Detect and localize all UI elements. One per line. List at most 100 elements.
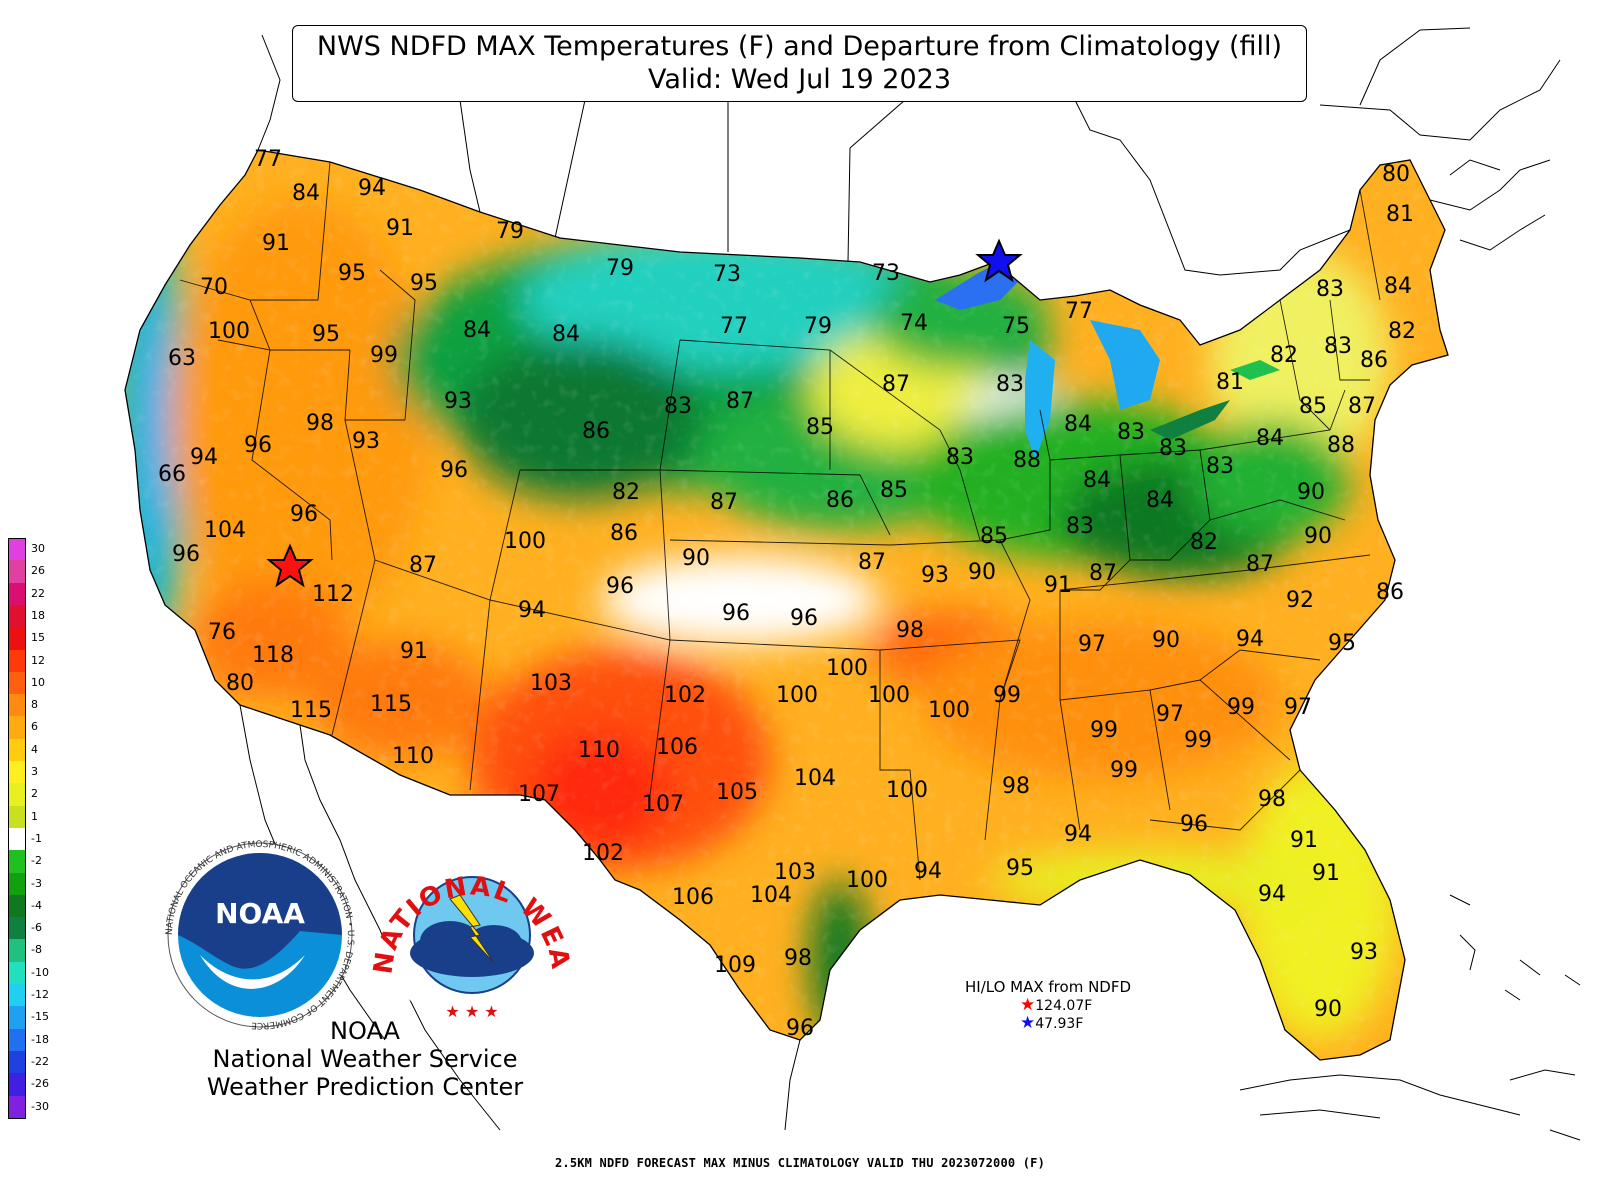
- station-temp-label: 86: [1376, 580, 1404, 605]
- legend-label: -22: [31, 1054, 49, 1068]
- legend-label: -30: [31, 1099, 49, 1113]
- legend-swatch: [8, 649, 26, 673]
- station-temp-label: 83: [1159, 436, 1187, 461]
- station-temp-label: 90: [1304, 524, 1332, 549]
- legend-label: 10: [31, 675, 45, 689]
- station-temp-label: 85: [880, 478, 908, 503]
- station-temp-label: 97: [1078, 632, 1106, 657]
- station-temp-label: 84: [1256, 426, 1284, 451]
- station-temp-label: 103: [774, 860, 816, 885]
- station-temp-label: 66: [158, 462, 186, 487]
- legend-label: 30: [31, 542, 45, 555]
- station-temp-label: 79: [804, 314, 832, 339]
- legend-swatch: [8, 694, 26, 717]
- noaa-logo: NOAA NATIONAL OCEANIC AND ATMOSPHERIC AD…: [165, 840, 355, 1030]
- station-temp-label: 82: [1388, 319, 1416, 344]
- legend-label: -4: [31, 898, 42, 912]
- station-temp-label: 90: [682, 546, 710, 571]
- station-temp-label: 106: [656, 735, 698, 760]
- station-temp-label: 93: [921, 563, 949, 588]
- legend-swatch: [8, 1095, 26, 1120]
- station-temp-label: 105: [716, 780, 758, 805]
- agency-credit: NOAA National Weather Service Weather Pr…: [180, 1017, 550, 1101]
- station-temp-label: 96: [1180, 812, 1208, 837]
- legend-label: 15: [31, 631, 45, 645]
- lo-value: 47.93F: [1035, 1016, 1084, 1032]
- station-temp-label: 73: [713, 262, 741, 287]
- station-temp-label: 93: [444, 389, 472, 414]
- station-temp-label: 96: [790, 606, 818, 631]
- station-temp-label: 91: [262, 231, 290, 256]
- station-temp-label: 70: [200, 275, 228, 300]
- station-temp-label: 81: [1216, 370, 1244, 395]
- legend-swatch: [8, 850, 26, 873]
- station-temp-label: 100: [886, 778, 928, 803]
- legend-label: 1: [31, 809, 38, 823]
- legend-label: -8: [31, 943, 42, 957]
- legend-label: -26: [31, 1077, 49, 1091]
- legend-swatch: [8, 805, 26, 829]
- legend-swatch: [8, 716, 26, 740]
- station-temp-label: 84: [1384, 274, 1412, 299]
- hi-star-marker: [266, 543, 314, 588]
- legend-swatch: [8, 582, 26, 606]
- station-temp-label: 112: [312, 582, 354, 607]
- noaa-logo-text: NOAA: [215, 897, 305, 930]
- legend-swatch: [8, 872, 26, 896]
- station-temp-label: 91: [400, 639, 428, 664]
- station-temp-label: 83: [1324, 334, 1352, 359]
- station-temp-label: 104: [204, 518, 246, 543]
- legend-label: -15: [31, 1010, 49, 1024]
- station-temp-label: 82: [1190, 530, 1218, 555]
- station-temp-label: 81: [1386, 202, 1414, 227]
- station-temp-label: 104: [750, 883, 792, 908]
- station-temp-label: 100: [776, 683, 818, 708]
- legend-swatch: [8, 939, 26, 963]
- station-temp-label: 118: [252, 643, 294, 668]
- legend-label: 4: [31, 742, 38, 756]
- station-temp-label: 107: [518, 782, 560, 807]
- station-temp-label: 63: [168, 346, 196, 371]
- station-temp-label: 96: [722, 601, 750, 626]
- station-temp-label: 84: [1146, 488, 1174, 513]
- map-title: NWS NDFD MAX Temperatures (F) and Depart…: [292, 25, 1307, 102]
- station-temp-label: 96: [606, 574, 634, 599]
- legend-swatch: [8, 738, 26, 762]
- station-temp-label: 94: [190, 445, 218, 470]
- station-temp-label: 83: [1117, 420, 1145, 445]
- station-temp-label: 98: [784, 946, 812, 971]
- station-temp-label: 104: [794, 766, 836, 791]
- station-temp-label: 96: [786, 1016, 814, 1041]
- station-temp-label: 90: [1152, 628, 1180, 653]
- station-temp-label: 87: [710, 490, 738, 515]
- station-temp-label: 84: [1064, 412, 1092, 437]
- station-temp-label: 87: [726, 389, 754, 414]
- station-temp-label: 102: [582, 841, 624, 866]
- station-temp-label: 96: [290, 502, 318, 527]
- station-temp-label: 99: [1227, 695, 1255, 720]
- station-temp-label: 93: [1350, 940, 1378, 965]
- station-temp-label: 98: [1002, 774, 1030, 799]
- legend-swatch: [8, 984, 26, 1007]
- station-temp-label: 100: [826, 656, 868, 681]
- legend-swatch: [8, 671, 26, 695]
- legend-label: -12: [31, 988, 49, 1001]
- station-temp-label: 95: [1006, 856, 1034, 881]
- station-temp-label: 100: [928, 698, 970, 723]
- station-temp-label: 99: [1090, 718, 1118, 743]
- footer-caption: 2.5KM NDFD FORECAST MAX MINUS CLIMATOLOG…: [554, 1156, 1046, 1170]
- station-temp-label: 77: [720, 314, 748, 339]
- station-temp-label: 83: [946, 445, 974, 470]
- station-temp-label: 86: [582, 419, 610, 444]
- station-temp-label: 87: [409, 553, 437, 578]
- station-temp-label: 83: [996, 372, 1024, 397]
- station-temp-label: 91: [386, 216, 414, 241]
- station-temp-label: 90: [1314, 997, 1342, 1022]
- station-temp-label: 98: [306, 411, 334, 436]
- agency-line-3: Weather Prediction Center: [206, 1073, 524, 1101]
- legend-label: 2: [31, 787, 38, 801]
- lo-star-marker: [975, 238, 1023, 283]
- station-temp-label: 97: [1156, 702, 1184, 727]
- station-temp-label: 95: [338, 261, 366, 286]
- station-temp-label: 100: [868, 683, 910, 708]
